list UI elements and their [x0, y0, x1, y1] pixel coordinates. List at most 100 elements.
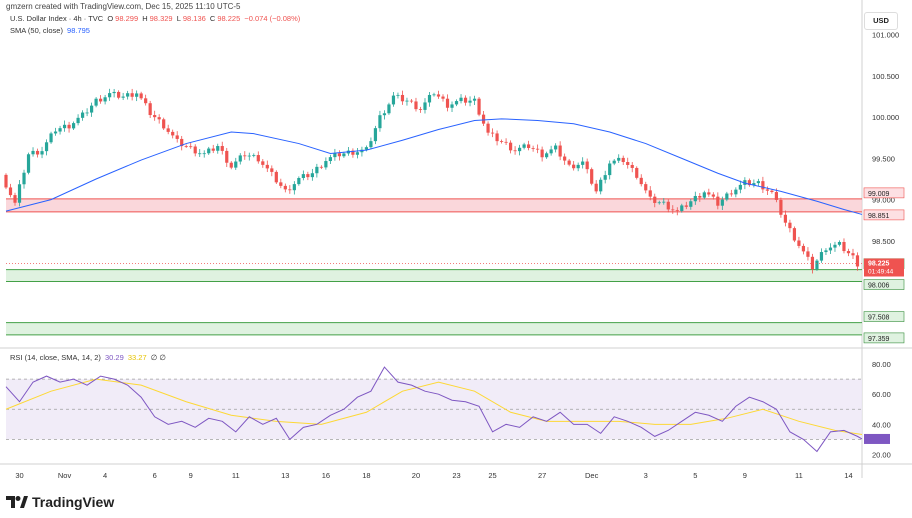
time-tick-label: 18 — [362, 471, 370, 480]
high-value: 98.329 — [149, 14, 173, 23]
candle-body — [635, 167, 639, 178]
candle-body — [549, 149, 553, 154]
time-tick-label: 5 — [693, 471, 697, 480]
candle-body — [301, 174, 305, 179]
candle-body — [126, 93, 130, 97]
currency-button[interactable]: USD — [864, 12, 898, 30]
candle-body — [292, 184, 296, 191]
candle-body — [337, 153, 341, 157]
last-price-label: 98.225 — [868, 261, 890, 268]
candle-body — [545, 153, 549, 158]
candle-body — [139, 93, 143, 99]
price-tick-label: 101.000 — [872, 31, 899, 40]
candle-body — [387, 104, 391, 114]
candle-body — [756, 181, 760, 184]
zone-price-tag — [863, 209, 905, 221]
candle-body — [189, 146, 193, 148]
zone-price-tag — [863, 187, 905, 199]
time-tick-label: 9 — [743, 471, 747, 480]
low-value: 98.136 — [182, 14, 206, 23]
candle-body — [797, 240, 801, 246]
rsi-extra: ∅ ∅ — [150, 353, 166, 362]
candle-body — [310, 173, 314, 178]
candle-body — [342, 153, 346, 157]
rsi-tick-label: 40.00 — [872, 420, 891, 429]
candle-body — [788, 222, 792, 229]
candle-body — [67, 124, 71, 129]
candle-body — [103, 97, 107, 102]
candle-body — [495, 133, 499, 142]
candle-body — [783, 214, 788, 223]
candle-body — [581, 161, 585, 165]
candle-body — [283, 185, 287, 190]
candle-body — [225, 150, 229, 163]
candle-body — [662, 201, 666, 203]
candle-body — [716, 196, 720, 206]
candle-body — [738, 184, 742, 190]
candle-body — [175, 135, 179, 139]
brand-name: TradingView — [32, 494, 115, 510]
candle-body — [454, 101, 459, 105]
candle-body — [270, 168, 274, 172]
candle-body — [513, 150, 517, 152]
candle-body — [256, 155, 260, 162]
candle-body — [427, 94, 432, 103]
candle-body — [4, 174, 8, 188]
candle-body — [833, 244, 837, 248]
time-tick-label: Dec — [585, 471, 599, 480]
candle-body — [198, 153, 202, 155]
candle-body — [324, 161, 328, 168]
zone-resistance — [6, 198, 862, 212]
time-tick-label: 30 — [15, 471, 23, 480]
candle-body — [599, 179, 603, 192]
candle-body — [247, 155, 251, 157]
time-tick-label: 25 — [488, 471, 496, 480]
price-tick-label: 99.500 — [872, 154, 895, 163]
candle-body — [806, 251, 810, 257]
time-tick-label: 9 — [189, 471, 193, 480]
candle-body — [396, 94, 400, 96]
candle-body — [13, 195, 17, 203]
candle-body — [522, 144, 526, 148]
symbol-name: U.S. Dollar Index · 4h · TVC — [10, 14, 104, 23]
candle-body — [157, 117, 161, 120]
candle-body — [274, 171, 278, 183]
price-tick-label: 100.000 — [872, 113, 899, 122]
candle-body — [468, 100, 472, 103]
candle-body — [44, 142, 49, 152]
sma-legend: SMA (50, close) 98.795 — [10, 26, 92, 35]
candle-body — [725, 193, 729, 200]
candle-body — [608, 163, 612, 176]
candle-body — [779, 199, 783, 215]
candle-body — [31, 150, 35, 155]
rsi-line — [5, 366, 863, 453]
candle-body — [477, 98, 481, 115]
candle-body — [333, 153, 337, 158]
candle-body — [90, 105, 94, 113]
candle-body — [720, 199, 724, 206]
candle-body — [518, 147, 522, 152]
candle-body — [297, 178, 301, 185]
candle-body — [171, 131, 175, 136]
candle-body — [490, 132, 495, 134]
candle-body — [211, 148, 215, 151]
candle-body — [774, 192, 778, 200]
rsi-sma-value: 33.27 — [127, 353, 147, 362]
sma-value: 98.795 — [67, 26, 90, 35]
candle-body — [207, 148, 211, 154]
time-tick-label: 11 — [232, 471, 240, 480]
candle-body — [472, 98, 477, 101]
zone-price-label: 98.851 — [868, 213, 890, 220]
zone-support-2 — [6, 322, 862, 335]
candle-body — [265, 164, 269, 169]
zone-price-label: 97.359 — [868, 336, 890, 343]
candle-body — [184, 146, 188, 147]
time-tick-label: Nov — [58, 471, 72, 480]
candle-body — [540, 149, 544, 158]
candle-body — [445, 98, 450, 108]
candle-body — [707, 192, 711, 195]
time-tick-label: 27 — [538, 471, 546, 480]
rsi-tick-label: 60.00 — [872, 390, 891, 399]
